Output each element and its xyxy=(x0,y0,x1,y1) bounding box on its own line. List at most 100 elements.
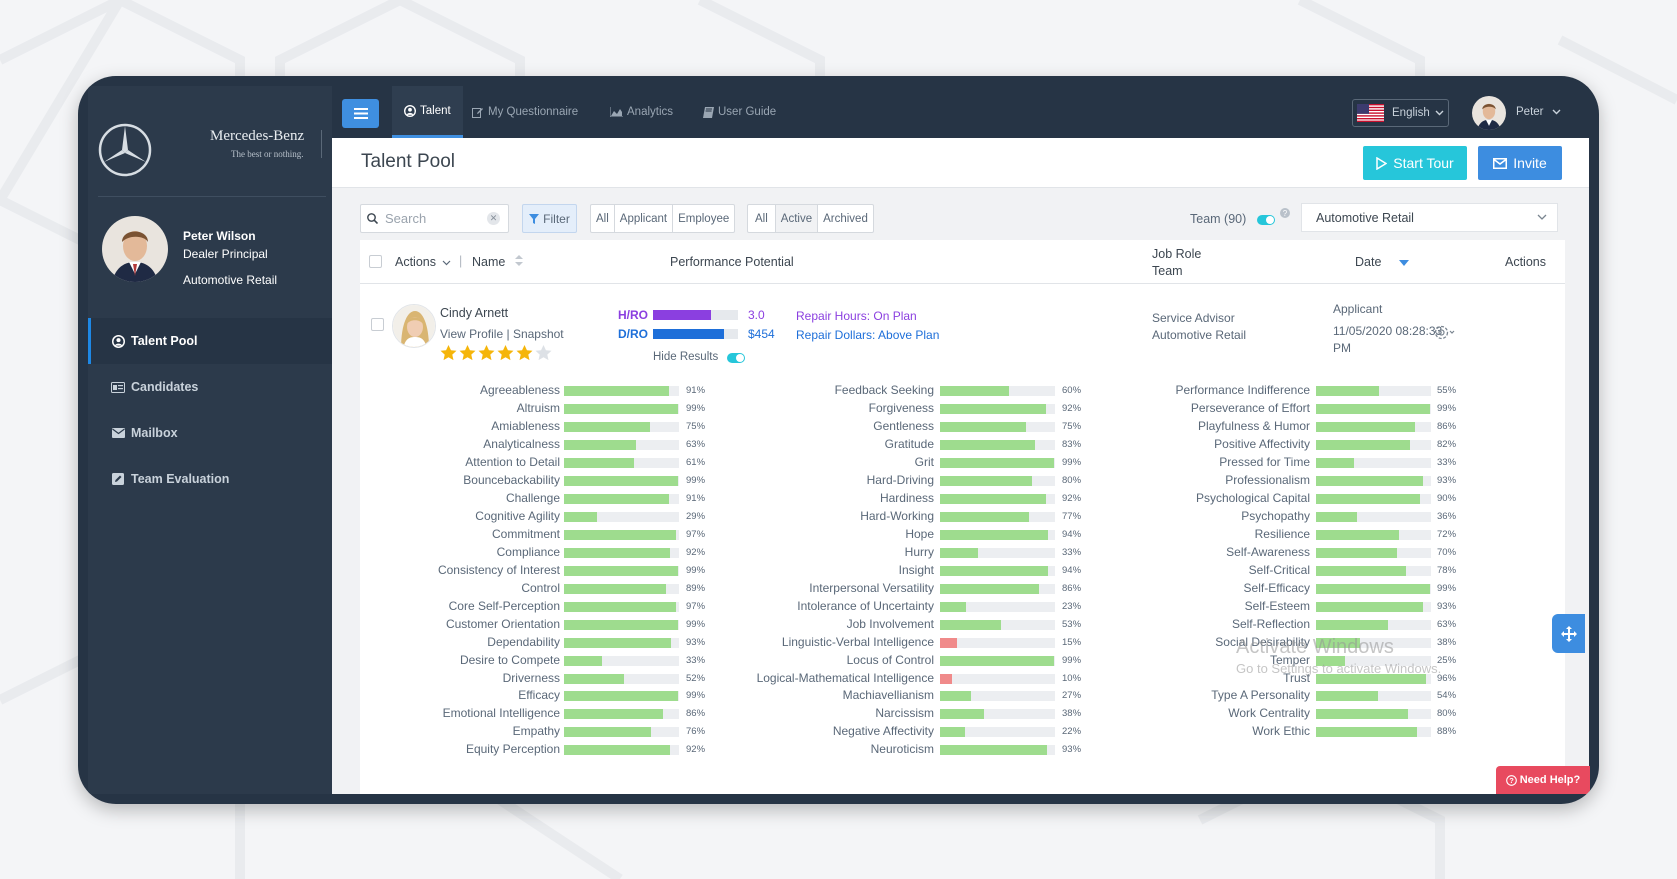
move-handle-button[interactable] xyxy=(1552,614,1585,653)
trait-bar-fill xyxy=(940,673,952,684)
sidebar-item-candidates[interactable]: Candidates xyxy=(88,364,332,410)
team-select[interactable]: Automotive Retail xyxy=(1301,203,1558,232)
star-icon[interactable] xyxy=(440,345,457,361)
actions-header[interactable]: Actions xyxy=(395,255,451,269)
avatar[interactable] xyxy=(102,216,168,282)
trait-row: Self-Critical 78% xyxy=(360,562,1565,579)
help-icon[interactable]: ? xyxy=(1280,208,1290,218)
trait-percent: 99% xyxy=(1062,456,1082,468)
trait-bar xyxy=(940,601,1055,612)
name-header[interactable]: Name xyxy=(472,255,523,269)
trait-bar xyxy=(1316,475,1431,486)
trait-bar xyxy=(940,493,1055,504)
star-icon[interactable] xyxy=(497,345,514,361)
clear-search-icon[interactable]: ✕ xyxy=(487,212,500,225)
star-icon[interactable] xyxy=(516,345,533,361)
trait-percent: 99% xyxy=(686,564,706,576)
start-tour-button[interactable]: Start Tour xyxy=(1363,146,1467,180)
tab-analytics[interactable]: Analytics xyxy=(610,86,673,138)
user-circle-icon xyxy=(111,334,125,348)
need-help-button[interactable]: ? Need Help? xyxy=(1496,766,1590,794)
star-icon[interactable] xyxy=(535,345,552,361)
trait-name: Perseverance of Effort xyxy=(1190,400,1310,415)
search-input[interactable]: Search ✕ xyxy=(360,204,509,233)
rating-stars[interactable] xyxy=(440,345,554,361)
trait-percent: 70% xyxy=(1437,546,1457,558)
trait-percent: 10% xyxy=(1062,672,1082,684)
talent-panel: Search ✕ Filter All Applicant Employee A… xyxy=(360,198,1565,794)
trait-bar-fill xyxy=(564,601,676,612)
avatar[interactable] xyxy=(392,304,436,348)
language-select[interactable]: English xyxy=(1352,99,1449,127)
invite-button[interactable]: Invite xyxy=(1478,146,1562,180)
brand-name: Mercedes-Benz xyxy=(210,128,305,144)
status-filter-archived[interactable]: Archived xyxy=(823,212,868,225)
sidebar-item-talent-pool[interactable]: Talent Pool xyxy=(88,318,332,364)
sidebar-item-team-evaluation[interactable]: Team Evaluation xyxy=(88,456,332,502)
name-header-label: Name xyxy=(472,255,506,269)
star-icon[interactable] xyxy=(478,345,495,361)
date-header[interactable]: Date xyxy=(1355,255,1409,269)
trait-bar xyxy=(564,727,679,738)
trait-name: Psychopathy xyxy=(1241,508,1310,523)
trait-bar xyxy=(940,511,1055,522)
dro-label: D/RO xyxy=(618,327,648,341)
status-filter-all[interactable]: All xyxy=(748,205,776,232)
tab-user-guide[interactable]: User Guide xyxy=(703,86,776,138)
select-all-checkbox[interactable] xyxy=(369,255,382,268)
trait-bar xyxy=(564,709,679,720)
trait-bar xyxy=(1316,457,1431,468)
trait-bar xyxy=(940,529,1055,540)
trait-percent: 78% xyxy=(1437,564,1457,576)
trait-bar-fill xyxy=(564,673,624,684)
star-icon[interactable] xyxy=(459,345,476,361)
type-filter-employee[interactable]: Employee xyxy=(678,212,730,225)
start-tour-label: Start Tour xyxy=(1393,155,1454,171)
trait-bar-fill xyxy=(940,403,1046,414)
brand-logo[interactable]: Mercedes-Benz The best or nothing. xyxy=(88,116,332,186)
trait-bar xyxy=(940,709,1055,720)
trait-name: Playfulness & Humor xyxy=(1197,418,1310,433)
hide-results-toggle[interactable] xyxy=(727,353,745,363)
trait-row: Cognitive Agility 29% xyxy=(360,508,1565,525)
user-menu[interactable]: Peter xyxy=(1516,106,1561,118)
mercedes-star-icon xyxy=(98,123,152,177)
trait-name: Negative Affectivity xyxy=(832,724,934,739)
trait-row: Core Self-Perception 97% xyxy=(360,598,1565,615)
link-separator: | xyxy=(506,327,513,341)
trait-name: Efficacy xyxy=(518,688,560,703)
candidate-name[interactable]: Cindy Arnett xyxy=(440,306,509,320)
trait-percent: 99% xyxy=(1062,654,1082,666)
trait-bar-fill xyxy=(564,439,637,450)
menu-toggle-button[interactable] xyxy=(342,99,379,128)
trait-name: Machiavellianism xyxy=(842,688,934,703)
team-value: Automotive Retail xyxy=(1152,328,1247,342)
sidebar-item-mailbox[interactable]: Mailbox xyxy=(88,410,332,456)
row-actions-menu[interactable] xyxy=(1433,323,1455,348)
trait-percent: 38% xyxy=(1437,636,1457,648)
trait-name: Type A Personality xyxy=(1211,688,1310,703)
avatar[interactable] xyxy=(1472,96,1506,130)
trait-percent: 61% xyxy=(686,456,706,468)
tab-my-questionnaire[interactable]: My Questionnaire xyxy=(472,86,578,138)
tab-talent[interactable]: Talent xyxy=(392,86,463,138)
trait-bar-fill xyxy=(564,727,652,738)
trait-row: Self-Reflection 63% xyxy=(360,616,1565,633)
header-separator: | xyxy=(459,254,463,268)
trait-row: Self-Awareness 70% xyxy=(360,544,1565,561)
snapshot-link[interactable]: Snapshot xyxy=(512,327,564,341)
trait-bar-fill xyxy=(1316,529,1399,540)
type-filter-applicant[interactable]: Applicant xyxy=(615,205,674,232)
type-filter-all[interactable]: All xyxy=(591,205,615,232)
row-checkbox[interactable] xyxy=(371,318,384,331)
team-toggle[interactable] xyxy=(1257,215,1275,225)
view-profile-link[interactable]: View Profile xyxy=(440,327,504,341)
filter-button[interactable]: Filter xyxy=(522,204,577,233)
status-filter-active[interactable]: Active xyxy=(775,205,819,232)
trait-bar xyxy=(564,637,679,648)
trait-name: Insight xyxy=(898,562,934,577)
trait-bar xyxy=(564,565,679,576)
trait-row: Analyticalness 63% xyxy=(360,436,1565,453)
trait-row: Pressed for Time 33% xyxy=(360,454,1565,471)
trait-bar-fill xyxy=(564,745,670,756)
